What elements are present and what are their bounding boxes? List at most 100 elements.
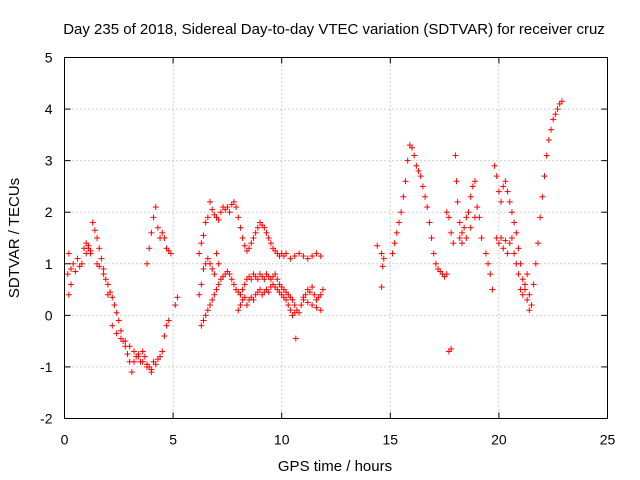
data-point: [534, 240, 541, 247]
data-point: [100, 265, 107, 272]
data-point: [448, 229, 455, 236]
x-tick-label: 0: [61, 432, 69, 448]
data-point: [515, 271, 522, 278]
data-point: [458, 240, 465, 247]
data-point: [292, 335, 299, 342]
data-point: [117, 335, 124, 342]
data-point: [68, 265, 75, 272]
data-point: [237, 224, 244, 231]
data-point: [144, 260, 151, 267]
data-point: [500, 245, 507, 252]
y-tick-label: 4: [45, 101, 53, 117]
y-tick-label: 5: [45, 50, 53, 66]
data-point: [248, 240, 255, 247]
data-point: [530, 281, 537, 288]
data-point: [291, 309, 298, 316]
data-point: [131, 358, 138, 365]
data-point: [458, 229, 465, 236]
data-point: [506, 240, 513, 247]
data-point: [548, 126, 555, 133]
data-point: [398, 209, 405, 216]
data-point: [543, 152, 550, 159]
data-point: [287, 307, 294, 314]
data-point: [413, 162, 420, 169]
data-point: [504, 250, 511, 257]
data-point: [209, 296, 216, 303]
data-point: [508, 235, 515, 241]
data-point: [313, 250, 320, 257]
data-point: [502, 237, 509, 244]
x-tick-label: 5: [169, 432, 177, 448]
data-point: [513, 229, 520, 236]
data-point: [265, 289, 272, 296]
data-point: [104, 291, 111, 298]
data-point: [165, 317, 172, 324]
y-tick-label: 2: [45, 204, 53, 220]
data-point: [96, 245, 103, 252]
data-point: [461, 224, 468, 231]
data-point: [167, 250, 174, 257]
data-point: [152, 204, 159, 211]
data-point: [209, 265, 216, 272]
data-point: [226, 271, 233, 278]
data-point: [515, 245, 522, 252]
data-point: [309, 283, 316, 290]
data-point: [113, 309, 120, 316]
data-point: [465, 209, 472, 216]
data-point: [94, 235, 101, 241]
data-point: [102, 276, 109, 283]
data-point: [467, 224, 474, 231]
data-point: [456, 219, 463, 226]
data-point: [243, 302, 250, 309]
data-point: [157, 353, 164, 360]
data-point: [541, 173, 548, 180]
data-point: [380, 255, 387, 262]
data-point: [463, 214, 470, 221]
data-point: [109, 294, 116, 301]
data-point: [528, 302, 535, 309]
data-point: [519, 291, 526, 298]
data-point: [317, 307, 324, 314]
data-point: [209, 206, 216, 213]
data-point: [443, 209, 450, 216]
data-point: [389, 250, 396, 257]
data-point: [452, 152, 459, 159]
data-point: [469, 183, 476, 190]
data-point: [215, 281, 222, 288]
data-point: [70, 260, 77, 267]
data-point: [239, 286, 246, 293]
data-point: [309, 302, 316, 309]
data-point: [239, 235, 246, 241]
data-point: [402, 178, 409, 185]
data-point: [517, 286, 524, 293]
data-point: [207, 302, 214, 309]
x-tick-label: 15: [383, 432, 399, 448]
data-point: [252, 229, 259, 236]
data-point: [217, 209, 224, 216]
data-point: [254, 224, 261, 231]
data-point: [419, 183, 426, 190]
data-point: [489, 286, 496, 293]
data-point: [379, 263, 386, 270]
data-point: [454, 198, 461, 205]
data-point: [174, 294, 181, 301]
data-point: [319, 286, 326, 293]
data-point: [256, 286, 263, 293]
data-point: [135, 353, 142, 360]
data-point: [250, 235, 257, 241]
data-point: [228, 276, 235, 283]
y-tick-label: 3: [45, 153, 53, 169]
data-point: [395, 219, 402, 226]
data-point: [152, 361, 159, 368]
data-point: [96, 263, 103, 270]
data-point: [213, 286, 220, 293]
data-point: [309, 253, 316, 260]
data-point: [250, 296, 257, 303]
data-point: [487, 271, 494, 278]
data-point: [265, 235, 272, 241]
data-point: [159, 229, 166, 236]
data-point: [161, 235, 168, 241]
data-point: [68, 281, 75, 288]
data-point: [204, 307, 211, 314]
